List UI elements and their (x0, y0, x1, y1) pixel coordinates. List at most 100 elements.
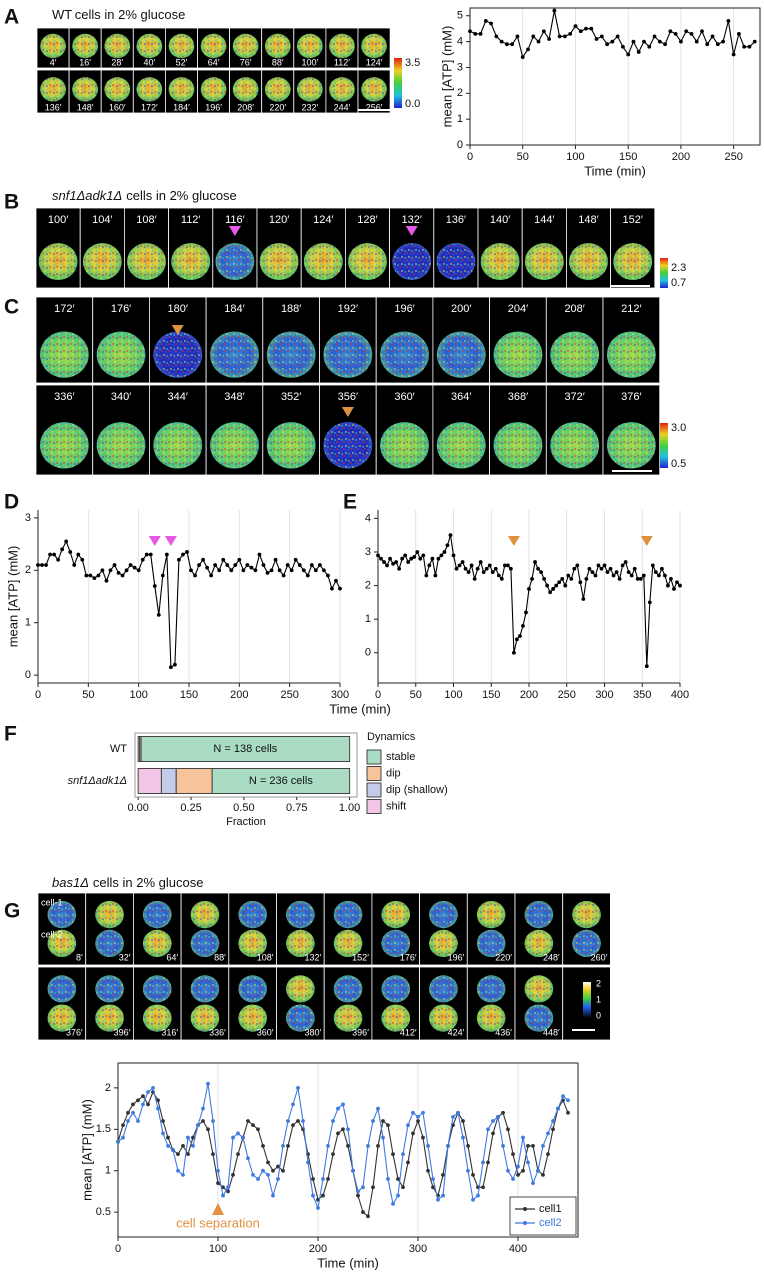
time-label: 380′ (304, 1027, 321, 1037)
time-label: 256′ (366, 102, 383, 112)
data-point (346, 1143, 350, 1148)
time-label: 344′ (168, 391, 188, 403)
data-point (666, 583, 670, 588)
cell-texture (429, 901, 458, 929)
data-point (206, 1127, 210, 1132)
data-point (566, 1110, 570, 1115)
data-point (547, 37, 551, 41)
data-point (341, 1102, 345, 1107)
x-tick-label: 400 (509, 1243, 527, 1255)
time-label: 64′ (208, 57, 220, 67)
y-axis-label: mean [ATP] (mM) (5, 546, 20, 648)
event-arrow (228, 226, 241, 236)
data-point (281, 573, 286, 578)
data-point (494, 34, 499, 39)
data-point (526, 1160, 530, 1165)
time-label: 108′ (257, 952, 274, 962)
data-point (186, 1135, 190, 1140)
data-point (560, 576, 565, 581)
x-tick-label: 300 (409, 1243, 427, 1255)
data-point (684, 29, 689, 34)
y-tick-label: 0 (25, 669, 31, 681)
data-point (471, 1197, 475, 1202)
data-point (96, 573, 101, 578)
panel-label: F (4, 723, 17, 746)
colorbar-label: 0 (596, 1010, 601, 1020)
data-point (346, 1127, 350, 1132)
data-point (445, 543, 450, 548)
data-point (237, 557, 242, 562)
data-point (700, 29, 704, 34)
data-point (241, 568, 246, 573)
strain: WT (52, 7, 72, 22)
data-point (545, 583, 550, 588)
strain: bas1Δ (52, 875, 89, 890)
data-point (251, 1123, 255, 1128)
cell-texture (264, 77, 291, 102)
data-point (206, 1081, 210, 1086)
data-point (689, 31, 694, 36)
data-point (121, 1123, 125, 1128)
data-point (614, 570, 619, 575)
data-point (116, 1139, 120, 1144)
cell-texture (38, 243, 78, 281)
data-point (647, 44, 652, 49)
y-tick-label: 0 (365, 647, 371, 659)
cell-texture (476, 1004, 506, 1032)
time-label: 148′ (578, 214, 598, 226)
data-point (72, 563, 77, 567)
data-point (546, 1152, 550, 1157)
time-label: 88′ (214, 952, 226, 962)
y-tick-label: 2 (365, 579, 371, 591)
x-tick-label: 250 (280, 689, 298, 701)
data-point (487, 563, 492, 568)
cell-texture (348, 243, 387, 281)
data-point (181, 552, 185, 557)
data-point (361, 1210, 365, 1215)
data-point (297, 563, 302, 567)
data-point (552, 8, 557, 13)
plot-frame (134, 732, 358, 798)
time-label: 180′ (168, 303, 188, 315)
cell-texture (436, 331, 486, 378)
data-point (356, 1189, 360, 1194)
time-label: 64′ (166, 952, 178, 962)
data-point (481, 570, 486, 575)
data-point (446, 1143, 450, 1148)
data-point (554, 583, 559, 588)
data-point (376, 553, 380, 558)
time-label: 232′ (301, 102, 318, 112)
data-point (216, 1168, 220, 1173)
data-point (669, 576, 673, 581)
data-point (197, 563, 201, 567)
cell-texture (127, 243, 166, 281)
data-point (466, 570, 471, 575)
data-point (531, 1181, 535, 1186)
data-point (246, 1119, 250, 1123)
legend-label: cell2 (539, 1217, 562, 1229)
data-point (421, 1110, 425, 1115)
data-point (246, 1156, 250, 1161)
data-point (546, 1131, 550, 1136)
colorbar-label: 0.7 (671, 277, 686, 289)
data-point (321, 1193, 325, 1198)
cell-texture (569, 243, 608, 281)
data-point (501, 1143, 505, 1148)
data-point (371, 1185, 375, 1190)
data-point (502, 563, 507, 568)
cell-texture (136, 77, 163, 102)
cell-texture (104, 77, 131, 102)
y-tick-label: 1 (25, 617, 31, 629)
data-point (461, 1135, 465, 1140)
data-point (596, 563, 601, 568)
data-point (256, 1127, 260, 1132)
cell-texture (95, 1004, 124, 1032)
panel-label: C (4, 296, 19, 319)
data-point (493, 566, 498, 571)
data-point (551, 1119, 555, 1123)
data-point (256, 1177, 260, 1181)
data-point (694, 39, 699, 44)
data-point (505, 563, 510, 568)
event-arrow (341, 407, 354, 417)
data-point (382, 560, 386, 564)
